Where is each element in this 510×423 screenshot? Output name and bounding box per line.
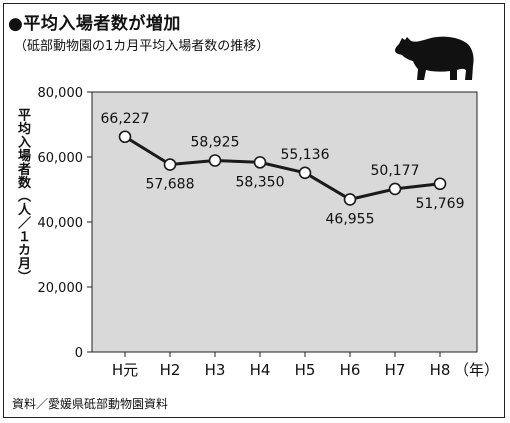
data-point — [343, 193, 357, 206]
data-label: 51,769 — [416, 196, 465, 212]
data-label: 46,955 — [326, 211, 375, 227]
x-tick-label: H6 — [340, 361, 361, 379]
data-point — [163, 158, 177, 171]
y-tick-label: 60,000 — [38, 151, 84, 166]
chart-subtitle: （砥部動物園の1カ月平均入場者数の推移） — [14, 39, 270, 54]
x-tick-label: H3 — [205, 361, 226, 379]
x-tick-label: H7 — [385, 361, 406, 379]
x-tick-label: H元 — [112, 361, 138, 379]
plot-area — [91, 91, 478, 353]
data-label: 55,136 — [281, 147, 330, 163]
x-tick-label: H2 — [160, 361, 181, 379]
data-label: 66,227 — [101, 111, 150, 127]
data-point — [118, 130, 132, 144]
x-tick-label: H4 — [250, 361, 271, 379]
bear-silhouette-icon — [395, 36, 474, 80]
y-tick-label: 0 — [75, 346, 83, 361]
data-label: 50,177 — [371, 163, 420, 179]
y-tick-label: 40,000 — [38, 216, 84, 231]
chart-title: ●平均入場者数が増加 — [8, 14, 181, 34]
x-tick-label: H8 — [430, 361, 451, 379]
y-tick-label: 80,000 — [38, 86, 84, 101]
data-point — [208, 154, 222, 167]
data-point — [298, 166, 312, 180]
data-point — [388, 182, 402, 196]
data-label: 58,925 — [191, 134, 240, 150]
x-unit-label: （年） — [454, 361, 499, 379]
data-label: 58,350 — [236, 174, 285, 190]
source-note: 資料／愛媛県砥部動物園資料 — [12, 397, 169, 411]
x-tick-label: H5 — [295, 361, 316, 379]
y-axis-label: 平均入場者数（人／１カ月） — [15, 108, 30, 284]
data-point — [253, 156, 267, 169]
y-tick-label: 20,000 — [38, 281, 84, 296]
data-point — [433, 177, 447, 191]
data-label: 57,688 — [146, 177, 195, 193]
series-line — [124, 135, 441, 201]
